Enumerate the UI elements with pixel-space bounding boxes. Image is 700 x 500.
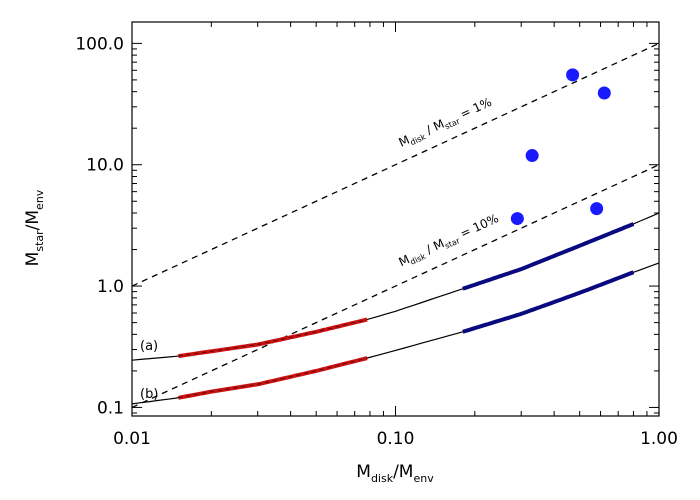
y-tick-label: 1.0: [97, 277, 124, 297]
curve-1-segment-1: [462, 270, 635, 334]
data-point: [510, 212, 524, 226]
reference-lines: [132, 42, 659, 409]
y-axis-title: Mstar/Menv: [23, 189, 46, 266]
plot-border: [131, 21, 660, 417]
data-point: [525, 149, 539, 163]
y-tick-label: 100.0: [75, 34, 124, 54]
model-curves: [132, 212, 659, 405]
data-points: [510, 68, 611, 226]
axis-ticks: [131, 22, 660, 416]
x-axis-title: Mdisk/Menv: [356, 462, 434, 485]
curve-1-segment-0: [178, 356, 368, 400]
plot-frame: [131, 21, 660, 417]
curve-line-1: [132, 262, 659, 405]
reference-line-0: [132, 42, 659, 287]
reference-line-1: [132, 164, 659, 409]
data-point: [597, 86, 611, 100]
y-tick-label: 0.1: [97, 398, 124, 418]
x-tick-label: 1.00: [640, 429, 678, 449]
curve-1-segment-0-dash: [178, 357, 368, 399]
x-tick-label: 0.01: [113, 429, 151, 449]
curve-0-segment-1: [462, 222, 635, 291]
annotations: Mdisk / Mstar = 1% Mdisk / Mstar = 10% (a)…: [75, 34, 678, 449]
x-tick-label: 0.10: [377, 429, 415, 449]
curve-0-segment-0: [178, 317, 368, 359]
reference-line-label-0: Mdisk / Mstar = 1%: [396, 95, 494, 152]
reference-line-label-1: Mdisk / Mstar = 10%: [396, 211, 501, 271]
data-point: [590, 202, 604, 216]
curve-label-1: (b): [140, 387, 158, 402]
curve-label-0: (a): [140, 339, 158, 354]
y-tick-label: 10.0: [86, 156, 124, 176]
data-point: [566, 68, 580, 82]
